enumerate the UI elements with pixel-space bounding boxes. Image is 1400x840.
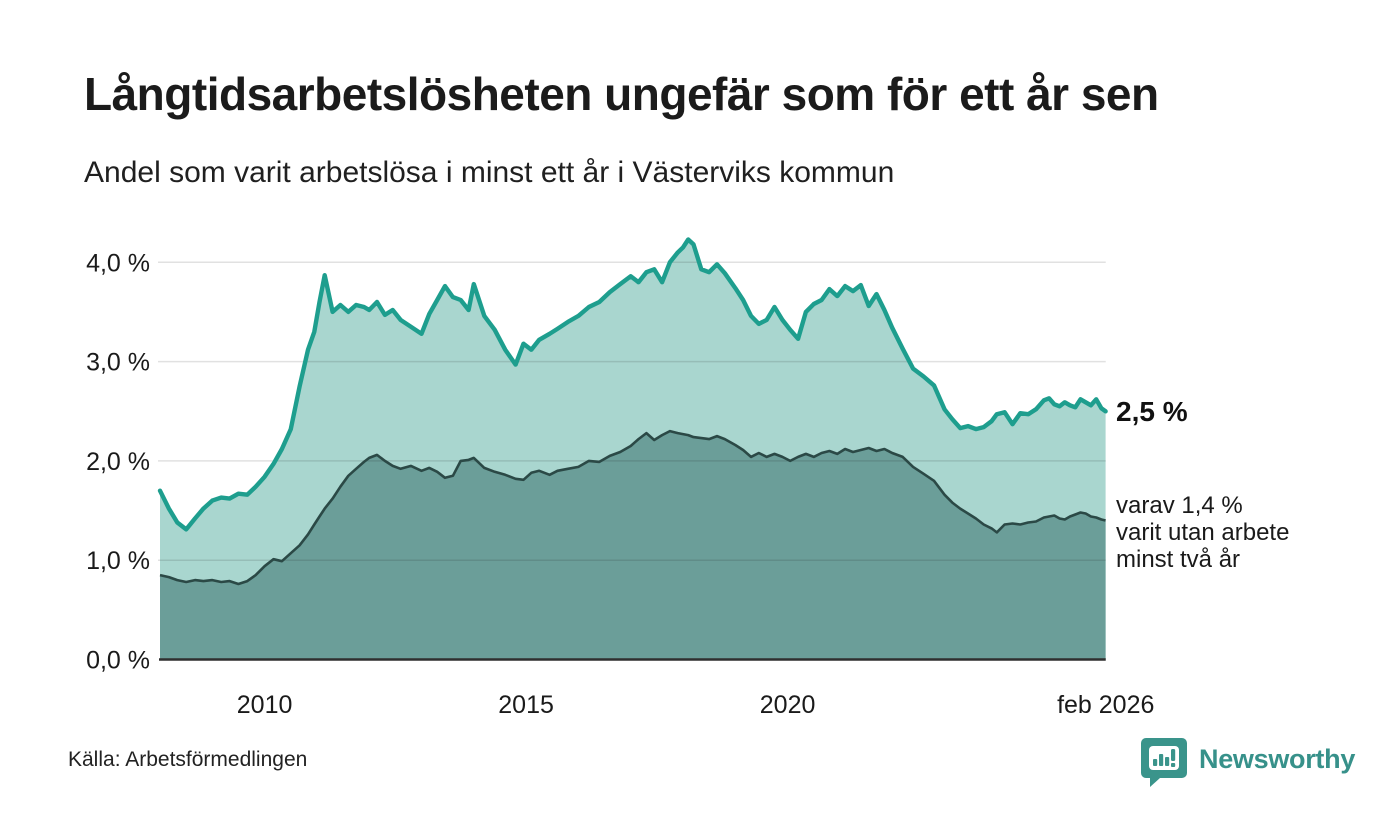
y-axis-label-4,0 %: 4,0 % bbox=[86, 249, 150, 277]
secondary-value-line-3: minst två år bbox=[1116, 546, 1241, 573]
y-axis-label-2,0 %: 2,0 % bbox=[86, 448, 150, 476]
secondary-value-line-2: varit utan arbete bbox=[1116, 519, 1290, 546]
page-title: Långtidsarbetslösheten ungefär som för e… bbox=[84, 68, 1159, 120]
brand-logo: Newsworthy bbox=[1140, 737, 1355, 787]
secondary-value-line-1: varav 1,4 % bbox=[1116, 492, 1243, 519]
x-axis-label-2015: 2015 bbox=[498, 691, 554, 719]
brand-name: Newsworthy bbox=[1199, 743, 1356, 774]
total-line bbox=[157, 237, 1108, 532]
bar-chart-speech-bubble-icon bbox=[1141, 738, 1187, 787]
two-year-area bbox=[160, 431, 1106, 660]
secondary-value-label: varav 1,4 % varit utan arbete minst två … bbox=[1116, 492, 1289, 573]
x-axis-label-2020: 2020 bbox=[760, 691, 816, 719]
x-axis-label-feb 2026: feb 2026 bbox=[1057, 691, 1154, 719]
y-axis-label-0,0 %: 0,0 % bbox=[86, 647, 150, 675]
chart-canvas: 0,0 % 1,0 % 2,0 % 3,0 % 4,0 % 2010 2015 2020 feb… bbox=[86, 237, 1154, 719]
source-note: Källa: Arbetsförmedlingen bbox=[68, 748, 308, 771]
latest-value-label: 2,5 % bbox=[1116, 396, 1188, 427]
x-axis-label-2010: 2010 bbox=[237, 691, 293, 719]
y-axis-label-1,0 %: 1,0 % bbox=[86, 547, 150, 575]
page-subtitle: Andel som varit arbetslösa i minst ett å… bbox=[84, 156, 895, 189]
y-axis-label-3,0 %: 3,0 % bbox=[86, 349, 150, 377]
two-year-line bbox=[159, 429, 1106, 586]
